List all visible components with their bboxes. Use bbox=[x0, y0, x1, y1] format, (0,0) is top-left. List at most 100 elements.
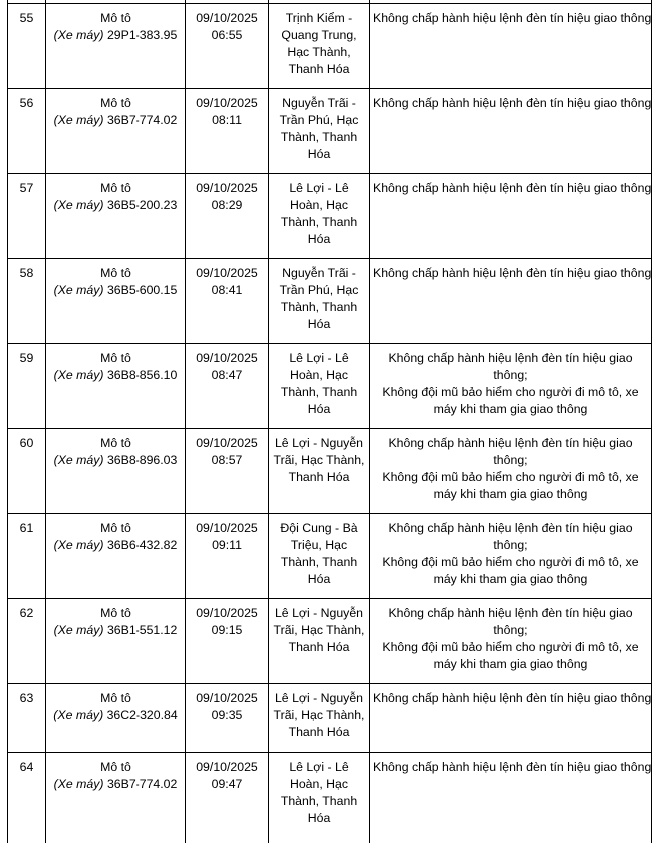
time: 09:15 bbox=[189, 622, 265, 639]
violation-cell: Không chấp hành hiệu lệnh đèn tín hiệu g… bbox=[370, 684, 652, 753]
vehicle-subtype: (Xe máy) bbox=[54, 198, 104, 212]
vehicle-cell: Mô tô(Xe máy) 36B5-600.15 bbox=[46, 259, 186, 344]
license-plate: 36B8-856.10 bbox=[107, 368, 177, 382]
row-number: 59 bbox=[8, 344, 46, 429]
row-number: 63 bbox=[8, 684, 46, 753]
row-number: 62 bbox=[8, 599, 46, 684]
vehicle-subtype: (Xe máy) bbox=[53, 708, 103, 722]
time: 08:41 bbox=[189, 282, 265, 299]
violation-text: Không đội mũ bảo hiểm cho người đi mô tô… bbox=[373, 384, 648, 418]
license-plate: 36C2-320.84 bbox=[107, 708, 178, 722]
vehicle-cell: Mô tô(Xe máy) 36B5-200.23 bbox=[46, 174, 186, 259]
vehicle-subtype: (Xe máy) bbox=[54, 283, 104, 297]
vehicle-type: Mô tô bbox=[49, 435, 182, 452]
row-number: 57 bbox=[8, 174, 46, 259]
vehicle-subtype: (Xe máy) bbox=[54, 623, 104, 637]
vehicle-subtype: (Xe máy) bbox=[54, 777, 104, 791]
vehicle-cell: Mô tô(Xe máy) 36B1-551.12 bbox=[46, 599, 186, 684]
violation-text: Không chấp hành hiệu lệnh đèn tín hiệu g… bbox=[373, 95, 648, 112]
violation-text: Không chấp hành hiệu lệnh đèn tín hiệu g… bbox=[373, 605, 648, 639]
vehicle-subtype: (Xe máy) bbox=[54, 453, 104, 467]
row-number: 55 bbox=[8, 4, 46, 89]
time: 09:47 bbox=[189, 776, 265, 793]
location-cell: Lê Lợi - Lê Hoàn, Hạc Thành, Thanh Hóa bbox=[269, 174, 370, 259]
vehicle-type: Mô tô bbox=[49, 605, 182, 622]
license-plate: 36B7-774.02 bbox=[107, 113, 177, 127]
vehicle-type: Mô tô bbox=[49, 350, 182, 367]
location-cell: Lê Lợi - Nguyễn Trãi, Hạc Thành, Thanh H… bbox=[269, 684, 370, 753]
vehicle-subtype: (Xe máy) bbox=[54, 28, 104, 42]
date: 09/10/2025 bbox=[189, 265, 265, 282]
row-number: 60 bbox=[8, 429, 46, 514]
row-number: 61 bbox=[8, 514, 46, 599]
vehicle-cell: Mô tô(Xe máy) 36B8-896.03 bbox=[46, 429, 186, 514]
vehicle-type: Mô tô bbox=[49, 10, 182, 27]
location-cell: Lê Lợi - Lê Hoàn, Hạc Thành, Thanh Hóa bbox=[269, 344, 370, 429]
violation-cell: Không chấp hành hiệu lệnh đèn tín hiệu g… bbox=[370, 4, 652, 89]
time: 08:47 bbox=[189, 367, 265, 384]
violation-text: Không đội mũ bảo hiểm cho người đi mô tô… bbox=[373, 639, 648, 673]
license-plate: 36B7-774.02 bbox=[107, 777, 177, 791]
violation-cell: Không chấp hành hiệu lệnh đèn tín hiệu g… bbox=[370, 514, 652, 599]
vehicle-type: Mô tô bbox=[49, 95, 182, 112]
vehicle-cell: Mô tô(Xe máy) 36B8-856.10 bbox=[46, 344, 186, 429]
violation-text: Không chấp hành hiệu lệnh đèn tín hiệu g… bbox=[373, 350, 648, 384]
location-cell: Nguyễn Trãi - Trần Phú, Hạc Thành, Thanh… bbox=[269, 259, 370, 344]
violation-cell: Không chấp hành hiệu lệnh đèn tín hiệu g… bbox=[370, 599, 652, 684]
license-plate: 36B5-200.23 bbox=[107, 198, 177, 212]
date: 09/10/2025 bbox=[189, 10, 265, 27]
violation-text: Không chấp hành hiệu lệnh đèn tín hiệu g… bbox=[373, 690, 648, 707]
vehicle-cell: Mô tô(Xe máy) 36B7-774.02 bbox=[46, 89, 186, 174]
violation-text: Không chấp hành hiệu lệnh đèn tín hiệu g… bbox=[373, 435, 648, 469]
license-plate: 36B1-551.12 bbox=[107, 623, 177, 637]
violation-text: Không chấp hành hiệu lệnh đèn tín hiệu g… bbox=[373, 10, 648, 27]
date: 09/10/2025 bbox=[189, 180, 265, 197]
violation-cell: Không chấp hành hiệu lệnh đèn tín hiệu g… bbox=[370, 174, 652, 259]
violation-cell: Không chấp hành hiệu lệnh đèn tín hiệu g… bbox=[370, 753, 652, 843]
location-cell: Nguyễn Trãi - Trần Phú, Hạc Thành, Thanh… bbox=[269, 89, 370, 174]
violation-cell: Không chấp hành hiệu lệnh đèn tín hiệu g… bbox=[370, 344, 652, 429]
time: 08:11 bbox=[189, 112, 265, 129]
date: 09/10/2025 bbox=[189, 759, 265, 776]
location-cell: Lê Lợi - Nguyễn Trãi, Hạc Thành, Thanh H… bbox=[269, 429, 370, 514]
time: 08:57 bbox=[189, 452, 265, 469]
time: 06:55 bbox=[189, 27, 265, 44]
date: 09/10/2025 bbox=[189, 690, 265, 707]
vehicle-type: Mô tô bbox=[49, 520, 182, 537]
vehicle-subtype: (Xe máy) bbox=[54, 538, 104, 552]
license-plate: 36B8-896.03 bbox=[107, 453, 177, 467]
vehicle-subtype: (Xe máy) bbox=[54, 368, 104, 382]
vehicle-cell: Mô tô(Xe máy) 36C2-320.84 bbox=[46, 684, 186, 753]
date: 09/10/2025 bbox=[189, 435, 265, 452]
vehicle-type: Mô tô bbox=[49, 265, 182, 282]
location-cell: Lê Lợi - Nguyễn Trãi, Hạc Thành, Thanh H… bbox=[269, 599, 370, 684]
violation-text: Không đội mũ bảo hiểm cho người đi mô tô… bbox=[373, 554, 648, 588]
vehicle-type: Mô tô bbox=[49, 759, 182, 776]
vehicle-cell: Mô tô(Xe máy) 29P1-383.95 bbox=[46, 4, 186, 89]
date: 09/10/2025 bbox=[189, 520, 265, 537]
violation-text: Không chấp hành hiệu lệnh đèn tín hiệu g… bbox=[373, 265, 648, 282]
date: 09/10/2025 bbox=[189, 95, 265, 112]
license-plate: 36B5-600.15 bbox=[107, 283, 177, 297]
row-number: 56 bbox=[8, 89, 46, 174]
vehicle-type: Mô tô bbox=[49, 180, 182, 197]
violation-cell: Không chấp hành hiệu lệnh đèn tín hiệu g… bbox=[370, 429, 652, 514]
